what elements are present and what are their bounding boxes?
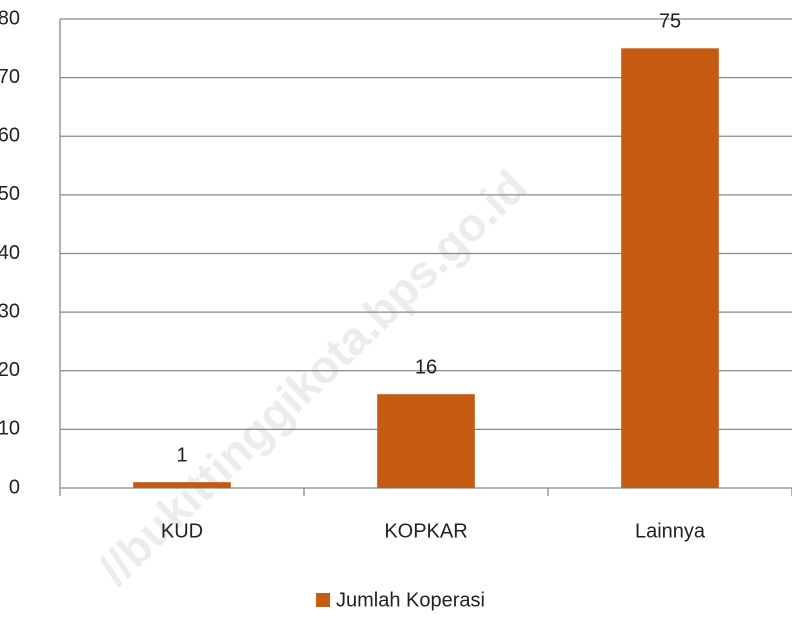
- data-label: 16: [415, 356, 437, 378]
- y-tick-label: 40: [0, 242, 20, 264]
- y-tick-label: 70: [0, 66, 20, 88]
- y-tick-label: 10: [0, 418, 20, 440]
- y-tick-label: 0: [9, 476, 20, 498]
- data-label: 75: [659, 11, 681, 33]
- y-tick-label: 20: [0, 359, 20, 381]
- legend-swatch: [316, 593, 330, 607]
- x-tick-label: KOPKAR: [384, 520, 467, 542]
- y-tick-label: 60: [0, 125, 20, 147]
- bar: [133, 482, 231, 488]
- legend-label: Jumlah Koperasi: [336, 589, 485, 611]
- data-label: 1: [176, 444, 187, 466]
- watermark: //bukittinggikota.bps.go.id: [88, 160, 536, 595]
- y-tick-label: 80: [0, 7, 20, 29]
- y-tick-label: 50: [0, 183, 20, 205]
- y-tick-label: 30: [0, 300, 20, 322]
- bar: [377, 394, 475, 488]
- bar: [621, 48, 719, 488]
- x-tick-label: Lainnya: [635, 520, 706, 542]
- x-tick-label: KUD: [161, 520, 203, 542]
